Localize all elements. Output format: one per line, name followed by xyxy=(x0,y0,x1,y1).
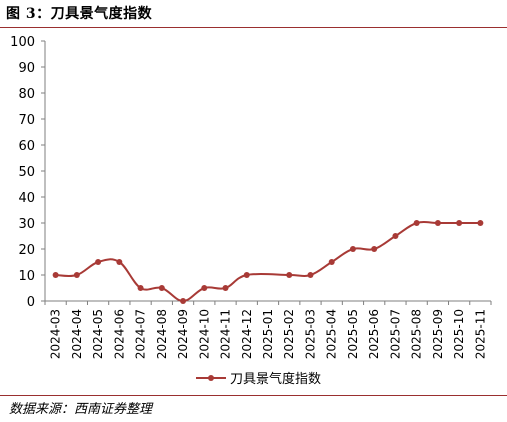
data-point xyxy=(392,233,399,239)
y-tick-label: 90 xyxy=(18,61,35,76)
data-point xyxy=(137,285,144,291)
data-point xyxy=(222,285,229,291)
data-point xyxy=(95,259,102,265)
data-point xyxy=(116,259,123,265)
x-tick-label: 2025-07 xyxy=(388,309,402,359)
y-tick-label: 0 xyxy=(27,295,35,310)
data-point xyxy=(413,220,420,226)
chart-legend: 刀具景气度指数 xyxy=(196,371,321,387)
legend-marker xyxy=(208,375,214,381)
x-tick-label: 2025-01 xyxy=(261,309,275,359)
y-tick-label: 50 xyxy=(18,165,35,180)
x-tick-label: 2024-09 xyxy=(176,309,190,359)
legend-label: 刀具景气度指数 xyxy=(230,371,321,387)
data-point xyxy=(328,259,335,265)
x-tick-label: 2025-11 xyxy=(473,309,487,359)
y-tick-label: 40 xyxy=(18,191,35,206)
y-axis-ticks: 0 10 20 30 40 50 60 70 80 90 100 xyxy=(10,35,45,310)
data-point xyxy=(201,285,208,291)
x-tick-label: 2025-05 xyxy=(346,309,360,359)
data-point xyxy=(243,272,250,278)
x-tick-label: 2025-02 xyxy=(282,309,296,359)
x-tick-label: 2025-10 xyxy=(452,309,466,359)
data-point xyxy=(73,272,80,278)
x-tick-label: 2024-08 xyxy=(155,309,169,359)
data-point xyxy=(52,272,59,278)
data-point xyxy=(307,272,314,278)
chart-axes xyxy=(44,41,491,302)
y-tick-label: 10 xyxy=(18,269,35,284)
source-divider xyxy=(0,395,507,396)
x-tick-label: 2024-10 xyxy=(197,309,211,359)
x-tick-label: 2024-04 xyxy=(70,309,84,359)
x-axis-ticks: 2024-03 2024-04 2024-05 2024-06 2024-07 2024-… xyxy=(44,301,492,359)
x-tick-label: 2024-05 xyxy=(91,309,105,359)
y-tick-label: 100 xyxy=(10,35,35,50)
x-tick-label: 2025-08 xyxy=(410,309,424,359)
x-tick-label: 2025-06 xyxy=(367,309,381,359)
figure-title: 图 3：刀具景气度指数 xyxy=(6,6,153,22)
y-tick-label: 80 xyxy=(18,87,35,102)
data-point xyxy=(286,272,293,278)
data-point xyxy=(180,298,187,304)
y-tick-label: 30 xyxy=(18,217,35,232)
data-point xyxy=(456,220,463,226)
x-tick-label: 2025-03 xyxy=(303,309,317,359)
y-tick-label: 70 xyxy=(18,113,35,128)
data-point xyxy=(158,285,165,291)
data-point xyxy=(434,220,441,226)
x-tick-label: 2025-09 xyxy=(431,309,445,359)
y-tick-label: 60 xyxy=(18,139,35,154)
x-tick-label: 2025-04 xyxy=(325,309,339,359)
x-tick-label: 2024-03 xyxy=(49,309,63,359)
source-note: 数据来源：西南证券整理 xyxy=(9,402,153,417)
x-tick-label: 2024-12 xyxy=(240,309,254,359)
y-tick-label: 20 xyxy=(18,243,35,258)
x-tick-label: 2024-06 xyxy=(112,309,126,359)
series-layer xyxy=(52,220,484,304)
title-divider xyxy=(0,27,507,28)
data-point xyxy=(477,220,484,226)
data-point xyxy=(349,246,356,252)
x-tick-label: 2024-11 xyxy=(219,309,233,359)
data-point xyxy=(371,246,378,252)
x-tick-label: 2024-07 xyxy=(134,309,148,359)
